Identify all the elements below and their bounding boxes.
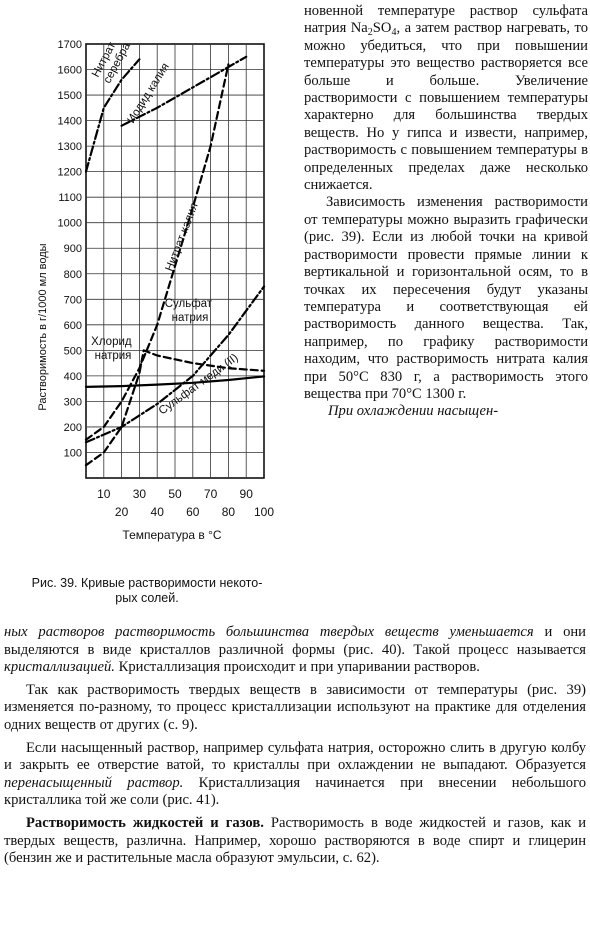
caption-line-1: Рис. 39. Кривые растворимости некото- [31,576,263,590]
y-tick-label: 500 [64,345,82,357]
y-tick-label: 800 [64,269,82,281]
paragraph-6: Растворимость жидкостей и газов. Раствор… [4,814,587,867]
y-tick-label: 100 [64,447,82,459]
x-tick-label: 30 [133,487,147,501]
curve-0 [84,58,141,173]
y-tick-label: 700 [64,294,82,306]
x-tick-label: 40 [151,505,165,519]
y-tick-label: 1400 [58,116,82,128]
curve-3 [84,349,266,467]
chart-grid [85,43,265,479]
label-sodium-chloride-line2: натрия [95,350,132,362]
curve-2 [84,63,230,441]
paragraph-4: Так как растворимость твердых веществ в … [4,681,586,733]
curve-1 [120,55,248,127]
paragraph-3-start: При охлаждении насыщен- [328,403,499,420]
solubility-curves [84,55,266,467]
y-axis-label: Растворимость в г/1000 мл воды [37,243,49,410]
x-tick-labels: 10 30 50 70 90 20 40 60 80 100 [97,487,274,519]
paragraph-3: ных растворов растворимость большинства … [4,624,586,676]
figure-caption: Рис. 39. Кривые растворимости некото- ры… [2,576,292,606]
y-tick-label: 900 [64,243,82,255]
y-tick-label: 300 [64,396,82,408]
curve-5 [84,285,266,444]
label-sodium-sulfate-line2: натрия [172,312,209,324]
right-column-text: новенной температуре раствор сульфата на… [304,3,588,421]
x-tick-label: 100 [254,505,274,519]
x-tick-label: 70 [204,487,218,501]
paragraph-1: новенной температуре раствор сульфата на… [304,3,588,194]
y-tick-label: 600 [64,320,82,332]
label-potassium-nitrate: Нитрат калия [164,202,201,274]
label-sodium-sulfate: Сульфат натрия [165,298,216,324]
label-silver-nitrate: Нитрат серебра [90,34,133,85]
label-sodium-sulfate-line1: Сульфат [165,298,213,310]
y-tick-label: 1200 [58,167,82,179]
paragraph-5: Если насыщенный раствор, например сульфа… [4,739,586,809]
y-tick-label: 200 [64,422,82,434]
label-potassium-iodide: Иодид калия [125,61,171,125]
solubility-chart: 1700 1600 1500 1400 1300 1200 1100 1000 900 800 70… [37,34,274,542]
y-tick-label: 1100 [58,192,82,204]
x-tick-label: 80 [222,505,236,519]
caption-line-2: рых солей. [115,591,179,605]
y-tick-label: 1700 [58,39,82,51]
full-width-text: ных растворов растворимость большинства … [4,624,586,868]
label-sodium-chloride-line1: Хлорид [91,336,132,348]
x-tick-label: 90 [240,487,254,501]
y-tick-label: 1300 [58,141,82,153]
y-tick-labels: 1700 1600 1500 1400 1300 1200 1100 1000 900 800 70… [58,39,82,459]
x-tick-label: 60 [186,505,200,519]
x-tick-label: 20 [115,505,129,519]
x-axis-label: Температура в °С [122,528,222,542]
y-tick-label: 1000 [58,218,82,230]
y-tick-label: 1500 [58,90,82,102]
paragraph-2: Зависимость изменения растворимости от т… [304,194,588,402]
curve-4 [84,375,266,388]
y-tick-label: 400 [64,371,82,383]
x-tick-label: 10 [97,487,111,501]
x-tick-label: 50 [168,487,182,501]
y-tick-label: 1600 [58,65,82,77]
label-sodium-chloride: Хлорид натрия [91,336,135,362]
